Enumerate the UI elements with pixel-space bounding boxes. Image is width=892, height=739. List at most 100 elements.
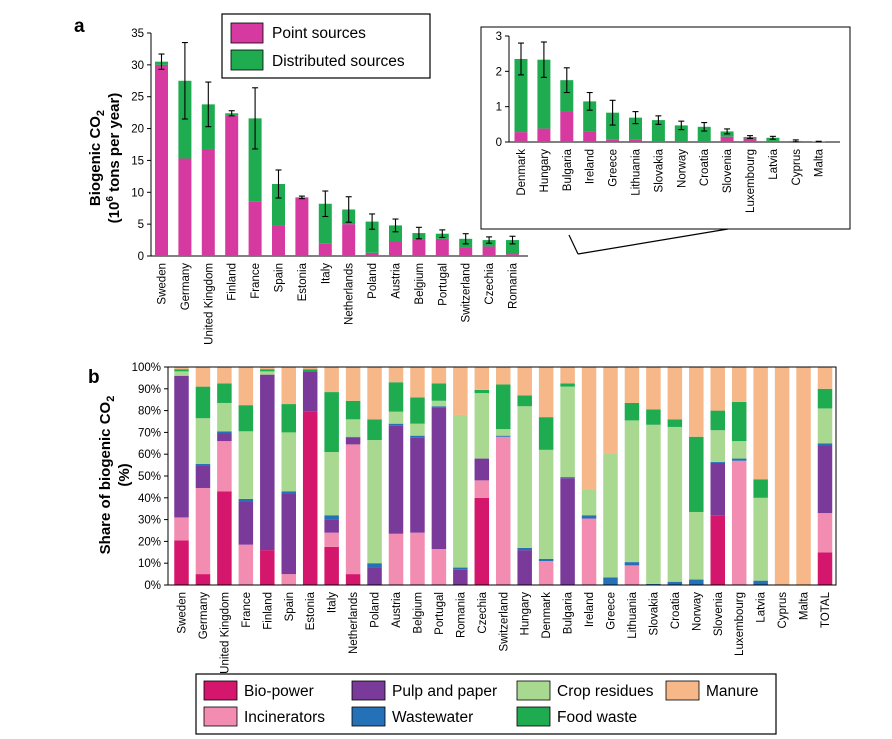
panel-b-bar-wastewater-germany bbox=[195, 464, 211, 466]
panel-b-category-label: Finland bbox=[262, 592, 274, 630]
panel-b-bar-crop-residues-austria bbox=[388, 411, 404, 424]
panel-b-ylabel-line1: Share of biogenic CO2 bbox=[97, 396, 117, 555]
panel-b-bar-incinerators-lithuania bbox=[624, 565, 640, 585]
panel-a-y-tick-label: 0 bbox=[138, 251, 144, 263]
panel-b-category-label: Sweden bbox=[177, 592, 189, 634]
panel-a-bar-distributed-sources-france bbox=[248, 118, 262, 202]
inset-y-tick-label: 1 bbox=[496, 102, 502, 114]
legend-crop-residues: Crop residues bbox=[557, 683, 654, 700]
panel-b-bar-pulp-and-paper-slovenia bbox=[710, 462, 725, 516]
panel-b-bar-incinerators-united-kingdom bbox=[217, 441, 232, 492]
panel-a-category-label: Romania bbox=[508, 262, 520, 309]
panel-b-bar-food-waste-bulgaria bbox=[560, 383, 575, 387]
panel-a-legend: Point sources Distributed sources bbox=[221, 13, 431, 79]
inset-frame bbox=[480, 26, 851, 230]
panel-a-category-label: Germany bbox=[180, 263, 192, 311]
inset-bar-distributed-sources-hungary bbox=[537, 59, 551, 129]
panel-b-category-label: Poland bbox=[370, 592, 382, 628]
panel-a-bar-point-sources-austria bbox=[389, 241, 402, 256]
panel-b-y-axis: 0% 10% 20% 30% 40% 50% 60% 70% 80% 90% 100% bbox=[132, 362, 168, 592]
panel-b-bar-crop-residues-norway bbox=[689, 511, 704, 580]
inset-bar-point-sources-hungary bbox=[537, 128, 551, 142]
legend-wastewater: Wastewater bbox=[392, 709, 473, 726]
panel-b-bar-incinerators-total bbox=[817, 513, 833, 553]
panel-b-bar-crop-residues-croatia bbox=[667, 426, 683, 582]
panel-a-bar-point-sources-netherlands bbox=[342, 224, 356, 256]
panel-b-bar-food-waste-sweden bbox=[174, 369, 189, 372]
panel-a-bar-distributed-sources-spain bbox=[272, 184, 285, 226]
panel-a-category-label: France bbox=[250, 263, 262, 299]
panel-b-bar-food-waste-austria bbox=[388, 382, 404, 412]
inset-bar-distributed-sources-croatia bbox=[697, 126, 711, 142]
panel-b-bar-crop-residues-switzerland bbox=[496, 429, 511, 436]
inset-bar-point-sources-slovenia bbox=[720, 136, 734, 142]
panel-b-y-tick-label: 60% bbox=[138, 449, 161, 461]
panel-b-bar-wastewater-norway bbox=[689, 579, 704, 585]
inset-category-label: Greece bbox=[608, 149, 620, 187]
panel-b-bar-manure-switzerland bbox=[496, 367, 511, 385]
panel-a-category-label: Switzerland bbox=[461, 263, 473, 322]
panel-b-bar-wastewater-slovenia bbox=[710, 461, 725, 463]
legend-food-waste: Food waste bbox=[557, 709, 637, 726]
panel-b-category-label: United Kingdom bbox=[219, 592, 231, 674]
inset-category-labels: Denmark Hungary Bulgaria Ireland Greece Lithu… bbox=[516, 148, 826, 213]
panel-b-bar-manure-lithuania bbox=[624, 367, 640, 403]
panel-b-bar-wastewater-greece bbox=[603, 577, 618, 585]
panel-b-bar-manure-france bbox=[238, 367, 254, 406]
panel-a-category-label: Czechia bbox=[484, 262, 496, 304]
legend-pulp-and-paper: Pulp and paper bbox=[392, 683, 497, 700]
inset-bar-distributed-sources-norway bbox=[674, 125, 688, 142]
panel-b-bar-food-waste-netherlands bbox=[345, 400, 361, 420]
panel-b-category-label: Austria bbox=[391, 591, 403, 627]
panel-b-category-labels: Sweden Germany United Kingdom France Finland… bbox=[177, 591, 833, 673]
inset-bar-point-sources-latvia bbox=[766, 140, 780, 142]
panel-b-bar-wastewater-united-kingdom bbox=[217, 431, 232, 434]
panel-b-bar-food-waste-lithuania bbox=[624, 402, 640, 421]
panel-b-bar-pulp-and-paper-bulgaria bbox=[560, 478, 575, 585]
panel-b-bar-pulp-and-paper-germany bbox=[195, 465, 211, 488]
panel-b-bar-pulp-and-paper-portugal bbox=[431, 407, 447, 550]
panel-b-category-label: Czechia bbox=[477, 591, 489, 633]
legend-swatch-distributed-sources bbox=[230, 49, 264, 71]
legend-swatch-food-waste bbox=[516, 706, 551, 727]
panel-b-frame bbox=[167, 366, 837, 586]
panel-b-bar-incinerators-belgium bbox=[410, 532, 425, 585]
inset-connector-line bbox=[577, 228, 729, 255]
panel-b-category-label: Belgium bbox=[412, 592, 424, 634]
panel-b-bar-pulp-and-paper-hungary bbox=[517, 550, 532, 585]
panel-b-bar-crop-residues-romania bbox=[453, 414, 468, 568]
inset-bar-distributed-sources-lithuania bbox=[629, 117, 642, 140]
panel-a-label: a bbox=[74, 16, 85, 37]
panel-b-category-label: Hungary bbox=[520, 592, 532, 636]
inset-category-label: Bulgaria bbox=[562, 148, 574, 191]
panel-b-legend: Bio-power Incinerators Pulp and paper Wa… bbox=[195, 673, 777, 735]
panel-b-y-tick-label: 10% bbox=[138, 558, 161, 570]
legend-swatch-manure bbox=[665, 680, 700, 701]
panel-b-bar-food-waste-total bbox=[817, 388, 833, 409]
panel-a-category-label: Netherlands bbox=[344, 263, 356, 325]
legend-bio-power: Bio-power bbox=[244, 683, 314, 700]
panel-a-bar-point-sources-united-kingdom bbox=[201, 148, 215, 256]
panel-b-bar-wastewater-netherlands bbox=[345, 436, 361, 438]
inset-category-label: Luxembourg bbox=[745, 149, 757, 213]
legend-swatch-pulp-and-paper bbox=[351, 680, 386, 701]
panel-b-bar-crop-residues-slovakia bbox=[646, 424, 661, 584]
inset-category-label: Malta bbox=[814, 148, 826, 177]
panel-b-category-label: Slovenia bbox=[713, 591, 725, 636]
panel-b-bar-food-waste-italy bbox=[324, 392, 339, 453]
panel-a-bar-point-sources-belgium bbox=[412, 239, 426, 256]
panel-b-bar-manure-greece bbox=[603, 367, 618, 454]
panel-b-bar-pulp-and-paper-total bbox=[817, 445, 833, 514]
legend-swatch-bio-power bbox=[203, 680, 238, 701]
panel-b-bar-manure-portugal bbox=[431, 367, 447, 384]
panel-b-bar-manure-croatia bbox=[667, 367, 683, 420]
panel-a-y-tick-label: 35 bbox=[131, 28, 144, 40]
panel-b-bar-wastewater-total bbox=[817, 443, 833, 446]
panel-b-bar-pulp-and-paper-romania bbox=[453, 569, 468, 585]
panel-a-category-label: Portugal bbox=[437, 263, 449, 306]
panel-a-y-tick-label: 20 bbox=[131, 124, 144, 136]
inset-y-tick-label: 2 bbox=[496, 66, 502, 78]
panel-b-bar-crop-residues-germany bbox=[195, 418, 211, 465]
panel-b-bar-wastewater-romania bbox=[453, 567, 468, 570]
panel-b-category-label: Estonia bbox=[305, 591, 317, 630]
